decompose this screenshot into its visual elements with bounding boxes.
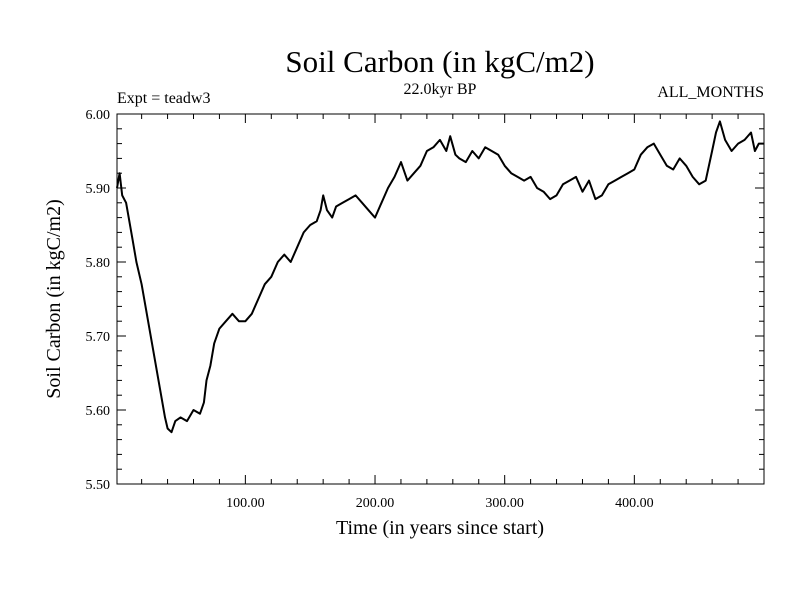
- x-tick-label: 100.00: [226, 496, 265, 511]
- plot-frame: [116, 113, 765, 485]
- experiment-label: Expt = teadw3: [117, 90, 210, 107]
- y-axis-tick-labels: 5.50 5.60 5.70 5.80 5.90 6.00: [86, 108, 111, 493]
- y-tick-label: 5.70: [86, 330, 111, 345]
- x-tick-label: 200.00: [356, 496, 395, 511]
- soil-carbon-series-line: [116, 120, 764, 434]
- x-tick-label: 300.00: [485, 496, 524, 511]
- y-tick-label: 5.60: [86, 404, 111, 419]
- x-axis-tick-labels: 100.00 200.00 300.00 400.00: [226, 496, 653, 511]
- y-axis-label: Soil Carbon (in kgC/m2): [43, 199, 65, 398]
- chart-title: Soil Carbon (in kgC/m2): [285, 44, 594, 79]
- y-axis-ticks: [117, 113, 764, 485]
- y-tick-label: 5.90: [86, 182, 111, 197]
- chart-subtitle: 22.0kyr BP: [404, 81, 477, 98]
- x-axis-label: Time (in years since start): [336, 517, 544, 539]
- period-label: ALL_MONTHS: [657, 84, 764, 101]
- x-tick-label: 400.00: [615, 496, 654, 511]
- y-tick-label: 5.80: [86, 256, 111, 271]
- series-layer: [116, 120, 764, 434]
- y-tick-label: 6.00: [86, 108, 111, 123]
- x-axis-ticks: [141, 114, 765, 484]
- y-tick-label: 5.50: [86, 478, 111, 493]
